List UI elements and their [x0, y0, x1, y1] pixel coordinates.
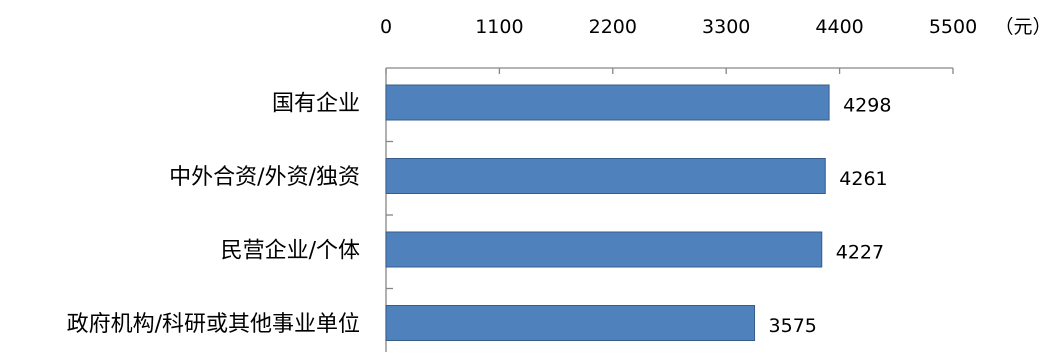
category-label: 政府机构/科研或其他事业单位 — [67, 312, 360, 337]
bar — [385, 84, 830, 121]
x-tick-label: 5500 — [929, 16, 977, 38]
x-tick-label: 2200 — [589, 16, 637, 38]
category-label: 民营企业/个体 — [221, 239, 360, 264]
bar — [385, 305, 756, 341]
bar — [385, 231, 823, 268]
category-label: 国有企业 — [272, 92, 360, 117]
x-axis: 0 1100 2200 3300 4400 5500 （元） — [380, 16, 1043, 74]
category-label: 中外合资/外资/独资 — [169, 165, 360, 190]
data-label: 4298 — [843, 95, 891, 117]
x-axis-unit: （元） — [994, 16, 1043, 38]
labels: 国有企业 4298 中外合资/外资/独资 4261 民营企业/个体 4227 政府机构/科研… — [67, 92, 892, 338]
x-tick-label: 0 — [380, 16, 392, 38]
bars — [385, 84, 830, 341]
x-tick-label: 3300 — [702, 16, 750, 38]
x-tick-label: 4400 — [815, 16, 863, 38]
x-tick-label: 1100 — [475, 16, 523, 38]
bar — [385, 158, 826, 194]
data-label: 4261 — [839, 168, 887, 190]
data-label: 4227 — [836, 242, 884, 264]
data-label: 3575 — [769, 315, 817, 337]
